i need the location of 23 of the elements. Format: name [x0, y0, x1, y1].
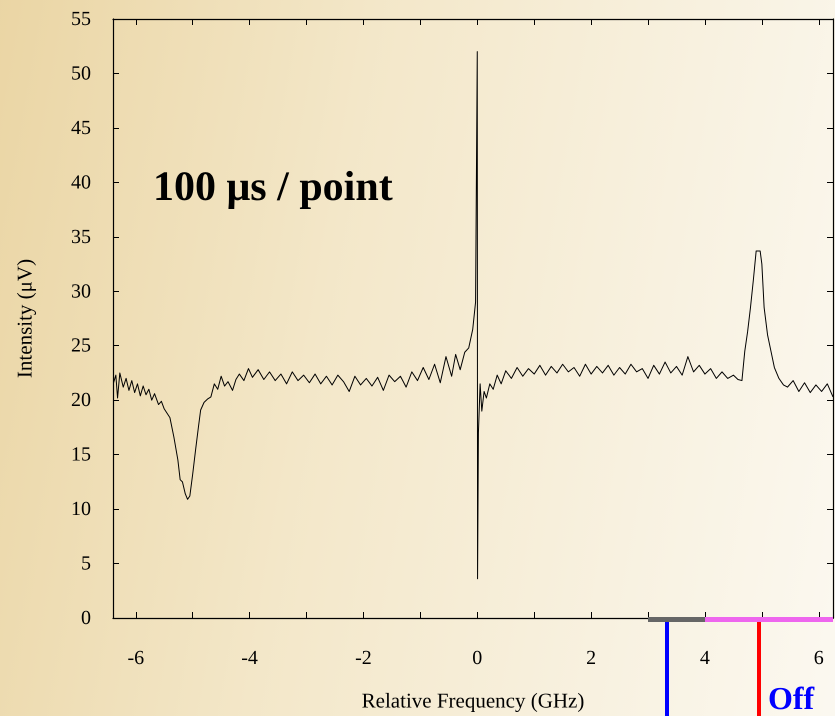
y-tick-label: 10	[71, 498, 91, 520]
y-tick-label: 35	[71, 226, 91, 248]
x-tick-label: -6	[127, 647, 144, 669]
y-axis-title: Intensity (μV)	[12, 258, 36, 378]
x-tick-label: 6	[814, 647, 824, 669]
x-tick-label: -2	[355, 647, 372, 669]
y-tick-label: 15	[71, 444, 91, 466]
y-tick-label: 0	[81, 607, 91, 629]
y-tick-label: 45	[71, 116, 91, 139]
annotation: 100 μs / point	[153, 164, 393, 210]
x-tick-label: 0	[472, 647, 482, 669]
y-tick-label: 5	[81, 552, 91, 575]
y-tick-label: 40	[71, 171, 91, 194]
text: Off	[768, 680, 815, 716]
x-tick-label: 2	[586, 647, 596, 669]
x-axis-title: Relative Frequency (GHz)	[362, 688, 584, 712]
x-tick-label: 4	[700, 647, 710, 669]
x-tick-label: -4	[241, 647, 258, 669]
y-tick-label: 20	[71, 389, 91, 412]
y-tick-label: 50	[71, 62, 91, 84]
y-tick-label: 30	[71, 280, 91, 302]
y-tick-label: 55	[71, 8, 91, 30]
y-tick-label: 25	[71, 334, 91, 357]
